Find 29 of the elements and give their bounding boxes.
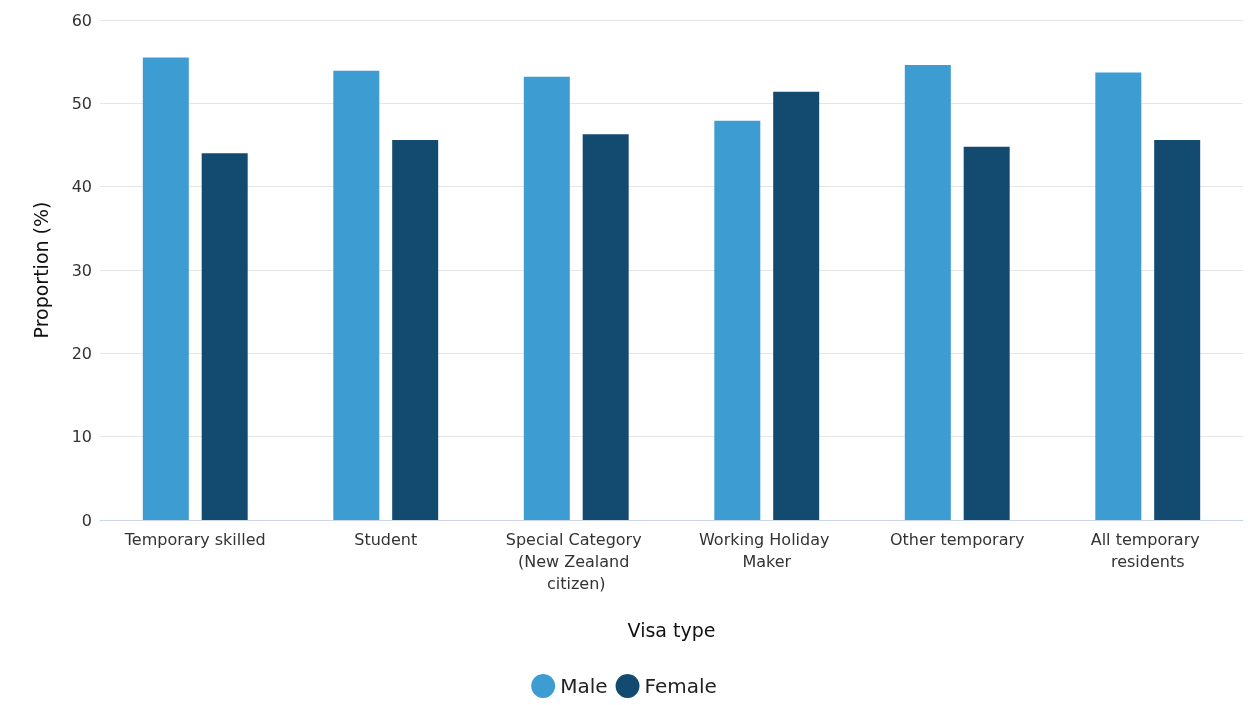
y-tick-label: 60: [71, 10, 92, 30]
y-tick-label: 30: [71, 260, 92, 280]
bar: [904, 65, 951, 520]
bar: [1095, 72, 1142, 520]
bar: [963, 146, 1010, 520]
bar: [142, 57, 189, 520]
y-tick-label: 50: [71, 93, 92, 113]
legend-label: Female: [644, 674, 717, 698]
x-tick-label: Special Category (New Zealand citizen): [505, 529, 647, 593]
bar: [523, 76, 570, 520]
bar: [714, 120, 761, 520]
x-tick-label: All temporary residents: [1090, 529, 1205, 571]
bar: [773, 91, 820, 520]
bar: [333, 70, 380, 520]
x-tick-label: Temporary skilled: [123, 529, 266, 549]
x-tick-label: Working Holiday Maker: [698, 529, 835, 571]
bar: [392, 140, 439, 520]
bar: [582, 134, 629, 520]
legend-label: Male: [560, 674, 608, 698]
y-tick-label: 0: [81, 510, 92, 530]
y-tick-label: 40: [71, 177, 92, 197]
y-tick-label: 20: [71, 343, 92, 363]
bar: [1154, 140, 1201, 520]
y-axis-title: Proportion (%): [29, 201, 52, 339]
y-tick-label: 10: [71, 427, 92, 447]
x-tick-label: Student: [354, 529, 418, 549]
x-axis-title: Visa type: [627, 618, 716, 641]
bar: [201, 153, 248, 520]
x-tick-label: Other temporary: [889, 529, 1025, 549]
